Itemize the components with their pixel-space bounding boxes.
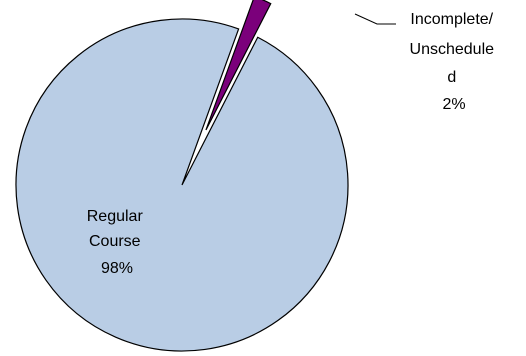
slice-label-incomplete: Incomplete/ Unschedule d 2%	[410, 11, 499, 113]
pie-slice-incomplete-unscheduled	[205, 0, 272, 131]
slice-label-regular-course: Regular Course 98%	[87, 208, 147, 277]
pie-slice-regular-course	[15, 18, 349, 352]
leader-line-incomplete	[354, 13, 396, 25]
pie-slices	[15, 0, 349, 352]
